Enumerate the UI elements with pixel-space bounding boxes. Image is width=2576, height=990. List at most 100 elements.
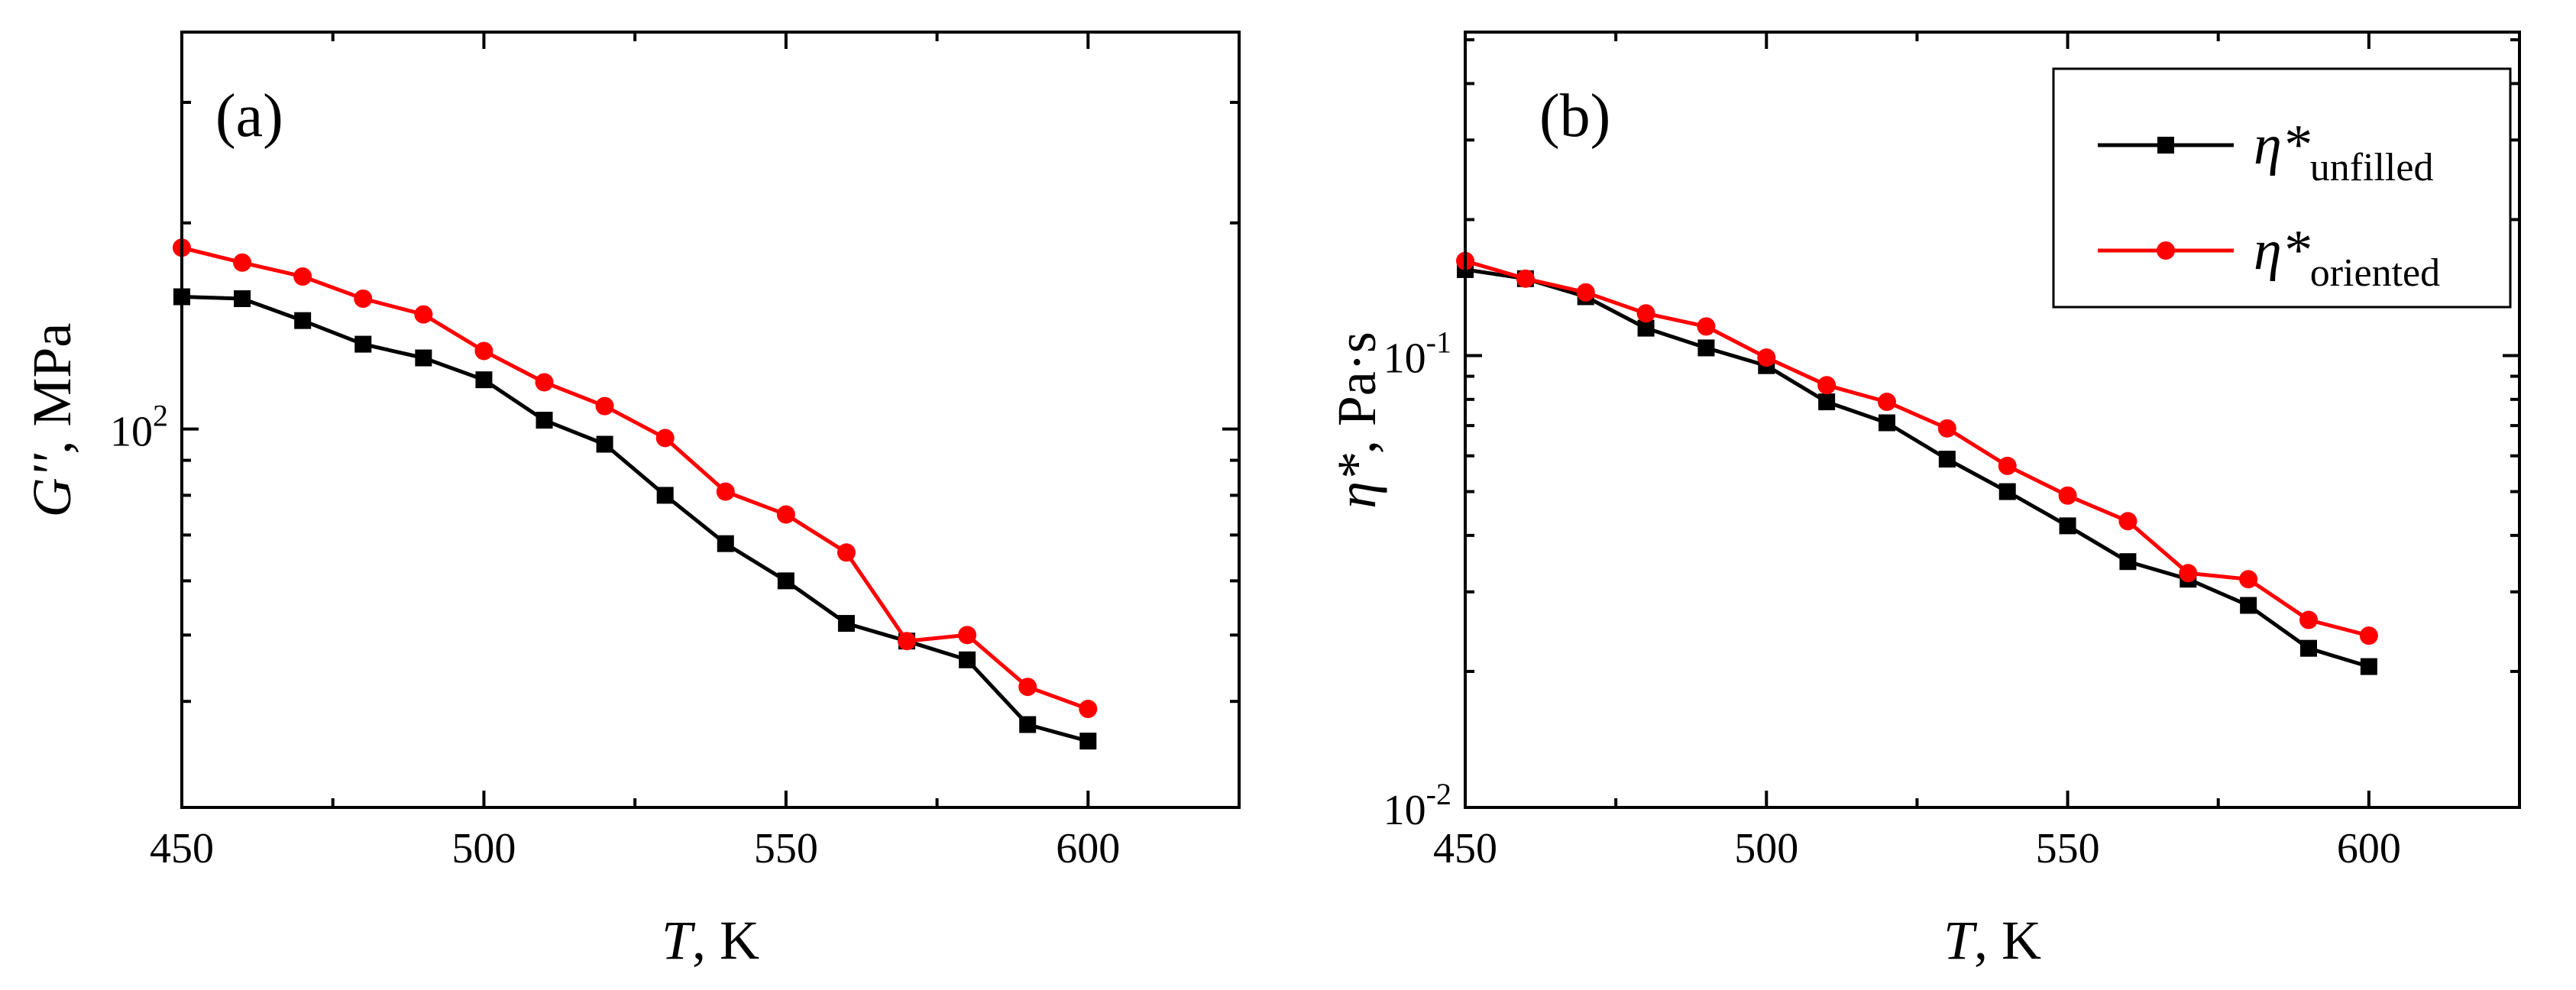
b-point-unfilled: [2059, 517, 2076, 535]
b-point-unfilled: [2360, 658, 2377, 675]
panel-a-ticks: 450 500 550 600 102: [110, 32, 1241, 872]
b-point-unfilled: [1818, 393, 1836, 411]
a-point-unfilled: [717, 535, 734, 552]
b-point-unfilled: [1697, 339, 1715, 357]
panel-a-y-axis-var: G'': [21, 453, 83, 517]
b-point-oriented: [2058, 486, 2077, 505]
b-point-oriented: [2359, 626, 2378, 645]
b-x-tick-label: 500: [1734, 825, 1798, 872]
a-point-oriented: [474, 341, 494, 361]
a-point-unfilled: [234, 290, 251, 308]
panel-b-y-axis-unit: , Pa·s: [1326, 332, 1387, 454]
panel-b-x-axis-title: T, K: [1943, 910, 2041, 971]
b-point-unfilled: [1938, 451, 1956, 468]
b-point-oriented: [1576, 283, 1595, 302]
legend-symbol-oriented: η*: [2254, 219, 2310, 282]
a-y-tick-label: 102: [110, 399, 168, 456]
legend-marker-oriented: [2157, 241, 2175, 260]
b-x-tick-label: 550: [2036, 825, 2100, 872]
a-point-unfilled: [777, 572, 794, 590]
b-y-tick-label-exp: -1: [1426, 325, 1451, 360]
a-point-unfilled: [475, 371, 493, 389]
b-point-oriented: [2179, 564, 2198, 583]
a-point-oriented: [716, 482, 735, 501]
b-series-line-oriented: [1464, 259, 2370, 638]
panel-a-y-axis-title: G'', MPa: [21, 323, 83, 518]
b-series-line-unfilled: [1464, 267, 2370, 668]
panel-b-series: [1456, 251, 2378, 675]
a-point-unfilled: [656, 487, 674, 504]
b-point-oriented: [1817, 376, 1837, 395]
legend-label-oriented: η*oriented: [2254, 219, 2440, 295]
b-y-tick-label-base: 10: [1383, 335, 1426, 383]
panel-a-x-axis-title: T, K: [662, 910, 759, 971]
a-point-oriented: [655, 429, 675, 448]
a-x-tick-label: 550: [754, 825, 818, 872]
b-point-oriented: [1516, 269, 1535, 288]
a-point-oriented: [414, 305, 433, 324]
b-x-tick-label: 600: [2337, 825, 2401, 872]
a-point-oriented: [958, 626, 977, 645]
b-y-tick-label-exp: -2: [1426, 777, 1451, 811]
panel-b-x-axis-var: T: [1943, 910, 1978, 971]
panel-a-series: [173, 238, 1098, 750]
b-point-oriented: [2239, 570, 2258, 589]
b-x-tick-label: 450: [1433, 825, 1497, 872]
b-point-unfilled: [2119, 553, 2137, 571]
b-point-unfilled: [1998, 483, 2016, 500]
b-point-unfilled: [2300, 639, 2317, 657]
b-point-oriented: [2118, 512, 2137, 531]
panel-b-y-axis-title: η*, Pa·s: [1326, 332, 1387, 509]
a-point-oriented: [293, 267, 312, 286]
panel-b-label: (b): [1539, 82, 1610, 150]
b-point-unfilled: [2240, 597, 2257, 614]
a-x-tick-label: 500: [451, 825, 516, 872]
legend-subscript-unfilled: unfilled: [2310, 146, 2434, 189]
a-point-unfilled: [837, 615, 855, 632]
b-point-oriented: [1878, 393, 1896, 412]
a-point-unfilled: [596, 435, 613, 453]
a-x-tick-label: 450: [150, 825, 214, 872]
a-point-oriented: [233, 253, 252, 272]
legend-symbol-unfilled: η*: [2254, 114, 2310, 176]
a-point-oriented: [354, 290, 373, 309]
a-point-unfilled: [294, 312, 312, 329]
panel-a-y-axis-unit: , MPa: [21, 323, 83, 455]
a-series-line-oriented: [181, 245, 1089, 711]
b-point-unfilled: [1637, 319, 1655, 337]
b-point-oriented: [1757, 348, 1776, 367]
a-point-oriented: [595, 396, 614, 416]
b-y-tick-label: 10-1: [1383, 325, 1451, 383]
b-point-oriented: [1937, 419, 1956, 438]
a-y-tick-label-exp: 2: [153, 399, 168, 433]
legend-marker-unfilled: [2157, 137, 2174, 154]
a-point-oriented: [837, 543, 856, 562]
legend-box: [2052, 67, 2512, 309]
b-point-oriented: [1998, 456, 2017, 475]
a-point-unfilled: [536, 412, 553, 429]
panel-a-plot-frame: [180, 31, 1241, 809]
a-point-oriented: [535, 373, 554, 392]
panel-b-plot-frame: [1464, 31, 2521, 809]
panel-b-ticks: 450 500 550 600 10 -2 10-1: [1383, 32, 2521, 872]
a-point-unfilled: [354, 335, 372, 353]
b-point-unfilled: [1879, 414, 1895, 432]
b-point-oriented: [2299, 610, 2318, 629]
b-point-oriented: [1636, 304, 1655, 323]
a-point-oriented: [1018, 678, 1037, 697]
a-point-unfilled: [1019, 716, 1037, 733]
panel-a: 450 500 550 600 102 (a) T, K G'', MPa: [21, 31, 1241, 971]
legend-subscript-oriented: oriented: [2310, 251, 2440, 295]
a-y-tick-label-base: 10: [110, 409, 153, 456]
panel-a-label: (a): [215, 82, 283, 150]
b-point-oriented: [1697, 317, 1716, 336]
panel-b-y-axis-var: η*: [1326, 454, 1387, 509]
a-series-line-unfilled: [181, 295, 1089, 743]
legend-label-unfilled: η*unfilled: [2254, 114, 2433, 189]
a-x-tick-label: 600: [1056, 825, 1120, 872]
a-point-oriented: [1079, 700, 1098, 719]
a-point-unfilled: [415, 349, 432, 367]
a-point-unfilled: [1079, 733, 1097, 750]
